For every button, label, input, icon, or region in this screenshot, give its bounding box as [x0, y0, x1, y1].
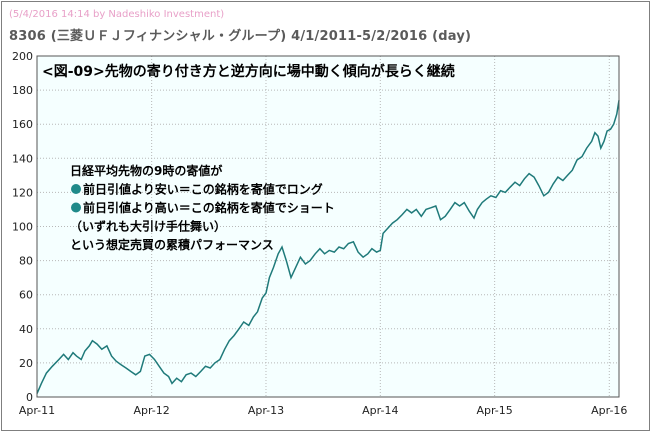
credit-text: (5/4/2016 14:14 by Nadeshiko Investment)	[9, 9, 225, 20]
y-tick-label: 120	[12, 186, 33, 199]
series-line	[36, 100, 620, 394]
y-tick-label: 180	[12, 84, 33, 97]
x-tick-label: Apr-12	[133, 404, 169, 417]
annotation-line: 日経平均先物の9時の寄値が	[70, 163, 222, 178]
annotation-line: という想定売買の累積パフォーマンス	[70, 237, 274, 252]
y-tick-label: 200	[12, 50, 33, 63]
x-tick-label: Apr-15	[476, 404, 512, 417]
chart-subtitle: 8306 (三菱ＵＦＪフィナンシャル・グループ) 4/1/2011-5/2/20…	[9, 29, 472, 44]
x-tick-label: Apr-11	[19, 404, 55, 417]
bullet-icon	[71, 184, 81, 194]
y-tick-label: 60	[19, 289, 33, 302]
annotation-line: 前日引値より高い＝この銘柄を寄値でショート	[83, 200, 335, 215]
annotation-block: 日経平均先物の9時の寄値が前日引値より安い＝この銘柄を寄値でロング前日引値より高…	[70, 163, 335, 252]
plot-border	[36, 55, 620, 398]
annotation-line: 前日引値より安い＝この銘柄を寄値でロング	[83, 182, 323, 197]
chart-title: <図-09>先物の寄り付き方と逆方向に場中動く傾向が長らく継続	[42, 63, 455, 80]
x-tick-label: Apr-13	[248, 404, 284, 417]
x-tick-label: Apr-16	[591, 404, 627, 417]
y-tick-label: 80	[19, 255, 33, 268]
y-tick-label: 140	[12, 152, 33, 165]
y-tick-label: 40	[19, 323, 33, 336]
x-tick-label: Apr-14	[362, 404, 398, 417]
y-tick-label: 0	[26, 391, 33, 404]
x-axis: Apr-11 Apr-12 Apr-13 Apr-14 Apr-15 Apr-16	[19, 404, 628, 417]
y-tick-label: 20	[19, 357, 33, 370]
annotation-line: （いずれも大引け手仕舞い）	[70, 219, 226, 234]
y-tick-label: 100	[12, 221, 33, 234]
y-tick-label: 160	[12, 118, 33, 131]
bullet-icon	[71, 202, 81, 213]
y-axis: 0 20 40 60 80 100 120 140 160 180 200	[12, 50, 33, 404]
